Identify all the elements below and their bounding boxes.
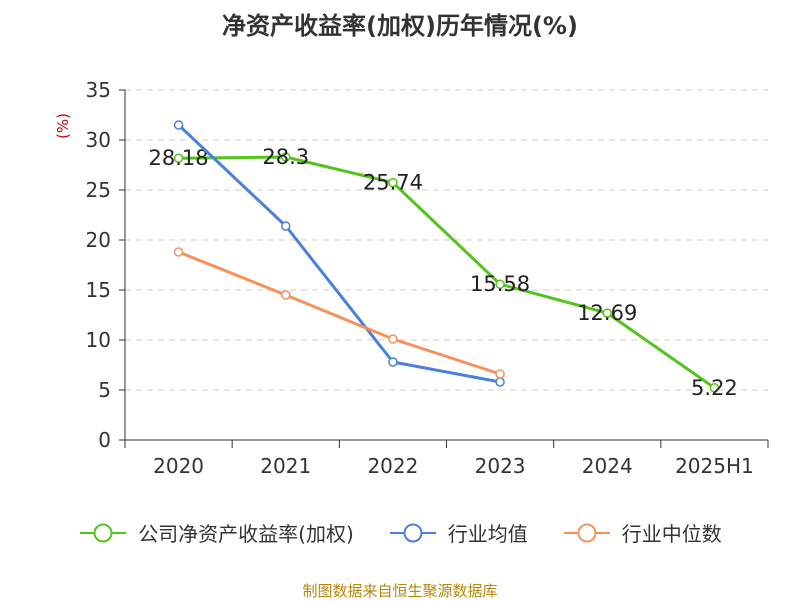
legend-label: 公司净资产收益率(加权)	[138, 522, 354, 546]
data-point	[602, 308, 612, 318]
y-tick-label: 0	[98, 428, 111, 452]
data-point	[173, 153, 184, 163]
legend-line-marker-icon	[563, 523, 610, 542]
legend-label: 行业中位数	[621, 522, 722, 546]
x-tick-label: 2024	[582, 454, 633, 478]
data-point	[281, 152, 291, 162]
data-point	[709, 383, 720, 393]
x-tick-label: 2023	[475, 454, 526, 478]
data-point	[388, 334, 398, 344]
legend-item: 公司净资产收益率(加权)	[78, 518, 354, 547]
data-point	[281, 221, 291, 231]
series-line-3	[178, 250, 501, 376]
data-label: 28.18	[149, 146, 209, 170]
x-tick-label: 2022	[367, 454, 418, 478]
x-tick-label: 2021	[260, 454, 311, 478]
legend-item: 行业均值	[388, 518, 528, 547]
x-tick-label: 2025H1	[675, 454, 754, 478]
series-line-2	[177, 123, 501, 384]
chart-title: 净资产收益率(加权)历年情况(%)	[222, 12, 578, 40]
legend-line-marker-icon	[80, 523, 127, 542]
data-point	[495, 279, 505, 289]
source-note: 制图数据来自恒生聚源数据库	[302, 582, 498, 600]
y-tick-label: 10	[86, 328, 111, 352]
y-axis-label: (%)	[54, 113, 72, 139]
legend-line-marker-icon	[389, 523, 436, 542]
y-tick-label: 20	[86, 228, 111, 252]
legend-item: 行业中位数	[562, 518, 722, 547]
y-tick-label: 35	[86, 78, 111, 102]
y-tick-label: 25	[86, 178, 111, 202]
data-point	[173, 247, 184, 257]
data-point	[495, 377, 505, 387]
data-point	[388, 357, 398, 367]
x-tick-label: 2020	[153, 454, 204, 478]
y-tick-label: 15	[86, 278, 111, 302]
data-label: 28.3	[262, 145, 309, 169]
legend: 公司净资产收益率(加权) 行业均值 行业中位数	[0, 518, 800, 547]
y-tick-label: 30	[86, 128, 111, 152]
data-label: 5.22	[691, 376, 738, 400]
data-point	[281, 290, 291, 300]
series-line-1	[178, 155, 716, 390]
data-label: 25.74	[363, 171, 423, 195]
data-label: 12.69	[577, 301, 637, 325]
data-label: 15.58	[470, 272, 530, 296]
y-tick-label: 5	[98, 378, 111, 402]
data-point	[173, 120, 184, 130]
legend-label: 行业均值	[447, 522, 528, 546]
data-point	[388, 177, 398, 188]
data-point	[495, 369, 505, 379]
